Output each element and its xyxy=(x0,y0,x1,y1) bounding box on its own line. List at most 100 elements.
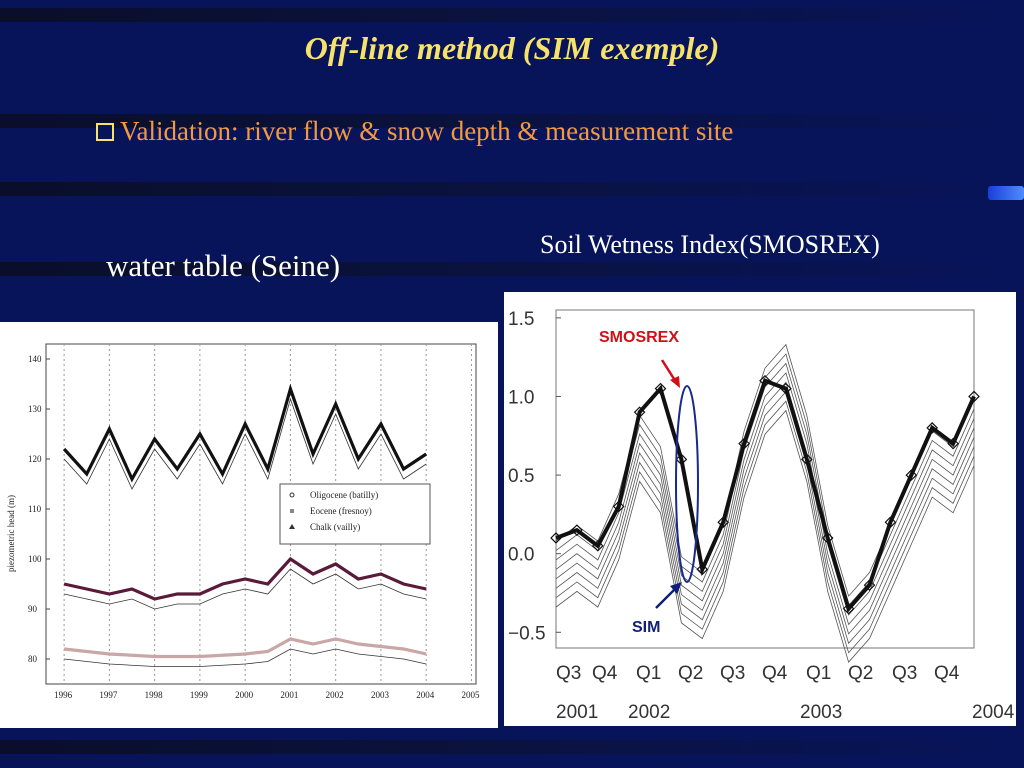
y-tick-label: 90 xyxy=(28,604,38,614)
checkbox-bullet-icon xyxy=(96,123,114,141)
legend-marker-triangle xyxy=(289,524,295,529)
sim-ensemble-line xyxy=(555,381,975,635)
y-tick-label: 120 xyxy=(28,454,42,464)
legend-item: Chalk (vailly) xyxy=(310,522,360,532)
x-tick-label: Q2 xyxy=(848,663,873,684)
year-label: 2002 xyxy=(628,702,670,723)
smosrex-point xyxy=(968,390,980,403)
y-tick-label: 140 xyxy=(28,354,42,364)
smosrex-point xyxy=(905,469,918,481)
smosrex-arrowhead xyxy=(670,376,680,388)
x-tick-label: 2002 xyxy=(326,690,344,700)
sim-ensemble-line xyxy=(555,390,975,645)
y-tick-label: 1.5 xyxy=(508,309,534,330)
smosrex-point xyxy=(571,524,583,536)
y-tick-label: 110 xyxy=(28,504,42,514)
year-label: 2004 xyxy=(972,702,1015,723)
x-tick-label: Q3 xyxy=(556,663,581,684)
x-tick-label: 1996 xyxy=(54,690,73,700)
smosrex-point xyxy=(926,422,939,434)
legend: Oligocene (batilly) Eocene (fresnoy) Cha… xyxy=(279,483,431,545)
smosrex-point xyxy=(591,539,604,552)
x-tick-label: 1999 xyxy=(190,690,209,700)
y-tick-label: 0.0 xyxy=(508,545,534,566)
x-tick-label: Q3 xyxy=(720,663,745,684)
bg-stripe xyxy=(0,262,1024,276)
series-sim-line xyxy=(64,648,427,667)
x-tick-label: Q3 xyxy=(892,663,917,684)
bullet-item: Validation: river flow & snow depth & me… xyxy=(96,116,733,147)
y-tick-label: 100 xyxy=(28,554,42,564)
smosrex-point xyxy=(696,563,709,576)
x-tick-label: 2000 xyxy=(235,690,254,700)
plot-frame xyxy=(45,343,477,685)
series-line xyxy=(62,383,428,483)
sim-ensemble-line xyxy=(555,409,975,663)
series-sim-line xyxy=(63,397,427,490)
sim-annotation: SIM xyxy=(632,619,660,636)
smosrex-point xyxy=(863,579,876,591)
smosrex-point xyxy=(947,437,959,450)
x-tick-labels: 1996 1997 1998 1999 2000 2001 2002 2003 2004 2005 xyxy=(54,690,480,700)
y-tick-labels: 1.5 1.0 0.5 0.0 −0.5 xyxy=(508,309,561,644)
sim-ensemble-line xyxy=(555,400,975,654)
x-tick-label: 2001 xyxy=(280,690,298,700)
x-tick-label: Q4 xyxy=(934,663,960,684)
smosrex-point xyxy=(759,374,771,387)
left-caption: water table (Seine) xyxy=(106,248,341,283)
series-lines xyxy=(550,343,980,663)
legend-marker-square xyxy=(290,509,294,513)
sim-ensemble-line xyxy=(555,372,975,626)
year-label: 2003 xyxy=(800,702,842,723)
x-tick-labels: Q3 Q4 Q1 Q2 Q3 Q4 Q1 Q2 Q3 Q4 xyxy=(556,663,960,684)
smosrex-point xyxy=(884,516,897,529)
series-lines xyxy=(62,383,428,667)
x-tick-label: 1998 xyxy=(145,690,164,700)
year-label: 2001 xyxy=(556,702,598,723)
smosrex-point xyxy=(738,437,750,450)
smosrex-point xyxy=(675,453,688,466)
soil-wetness-chart: 1.5 1.0 0.5 0.0 −0.5 Q3 Q4 Q1 Q2 Q3 Q4 Q1 Q2 Q3 Q4 20… xyxy=(504,292,1016,726)
y-tick-label: −0.5 xyxy=(508,623,546,644)
y-axis-label: piezometric head (m) xyxy=(6,495,16,572)
x-tick-label: 2004 xyxy=(416,690,435,700)
slide-title: Off-line method (SIM exemple) xyxy=(304,30,720,66)
plot-frame xyxy=(555,309,975,649)
smosrex-point xyxy=(654,382,667,395)
smosrex-point xyxy=(612,500,625,513)
x-tick-label: Q2 xyxy=(678,663,703,684)
smosrex-point xyxy=(800,453,813,466)
smosrex-point xyxy=(842,602,855,615)
x-tick-label: 2003 xyxy=(371,690,390,700)
legend-item: Eocene (fresnoy) xyxy=(310,506,372,516)
legend-marker-circle xyxy=(289,492,295,498)
y-tick-labels: 80 90 100 110 120 130 140 xyxy=(28,354,50,664)
water-table-chart: 80 90 100 110 120 130 140 1996 1997 1998 1999 2000… xyxy=(0,322,498,728)
sim-arrowhead xyxy=(670,582,682,594)
x-tick-label: Q1 xyxy=(636,663,661,684)
year-labels: 2001 2002 2003 2004 xyxy=(556,702,1015,723)
smosrex-arrow xyxy=(660,359,678,383)
series-sim-line xyxy=(64,568,427,610)
bg-stripe xyxy=(0,8,1024,22)
x-tick-label: 1997 xyxy=(99,690,118,700)
y-tick-label: 130 xyxy=(28,404,42,414)
smosrex-point xyxy=(821,532,834,544)
x-tick-label: Q4 xyxy=(592,663,618,684)
sim-arrow xyxy=(655,587,677,609)
bg-stripe xyxy=(0,740,1024,754)
x-tick-label: Q4 xyxy=(762,663,788,684)
legend-item: Oligocene (batilly) xyxy=(310,490,378,500)
smosrex-line xyxy=(555,378,976,613)
smosrex-point xyxy=(550,532,562,544)
accent-bar xyxy=(988,186,1024,200)
x-tick-label: 2005 xyxy=(461,690,480,700)
smosrex-point xyxy=(633,406,646,419)
legend-box xyxy=(279,483,431,545)
bg-stripe xyxy=(0,114,1024,128)
y-tick-label: 0.5 xyxy=(508,466,534,487)
water-table-svg: 80 90 100 110 120 130 140 1996 1997 1998 1999 2000… xyxy=(6,343,480,700)
y-tick-label: 80 xyxy=(28,654,38,664)
x-tick-label: Q1 xyxy=(806,663,831,684)
soil-wetness-svg: 1.5 1.0 0.5 0.0 −0.5 Q3 Q4 Q1 Q2 Q3 Q4 Q1 Q2 Q3 Q4 20… xyxy=(508,309,1015,723)
